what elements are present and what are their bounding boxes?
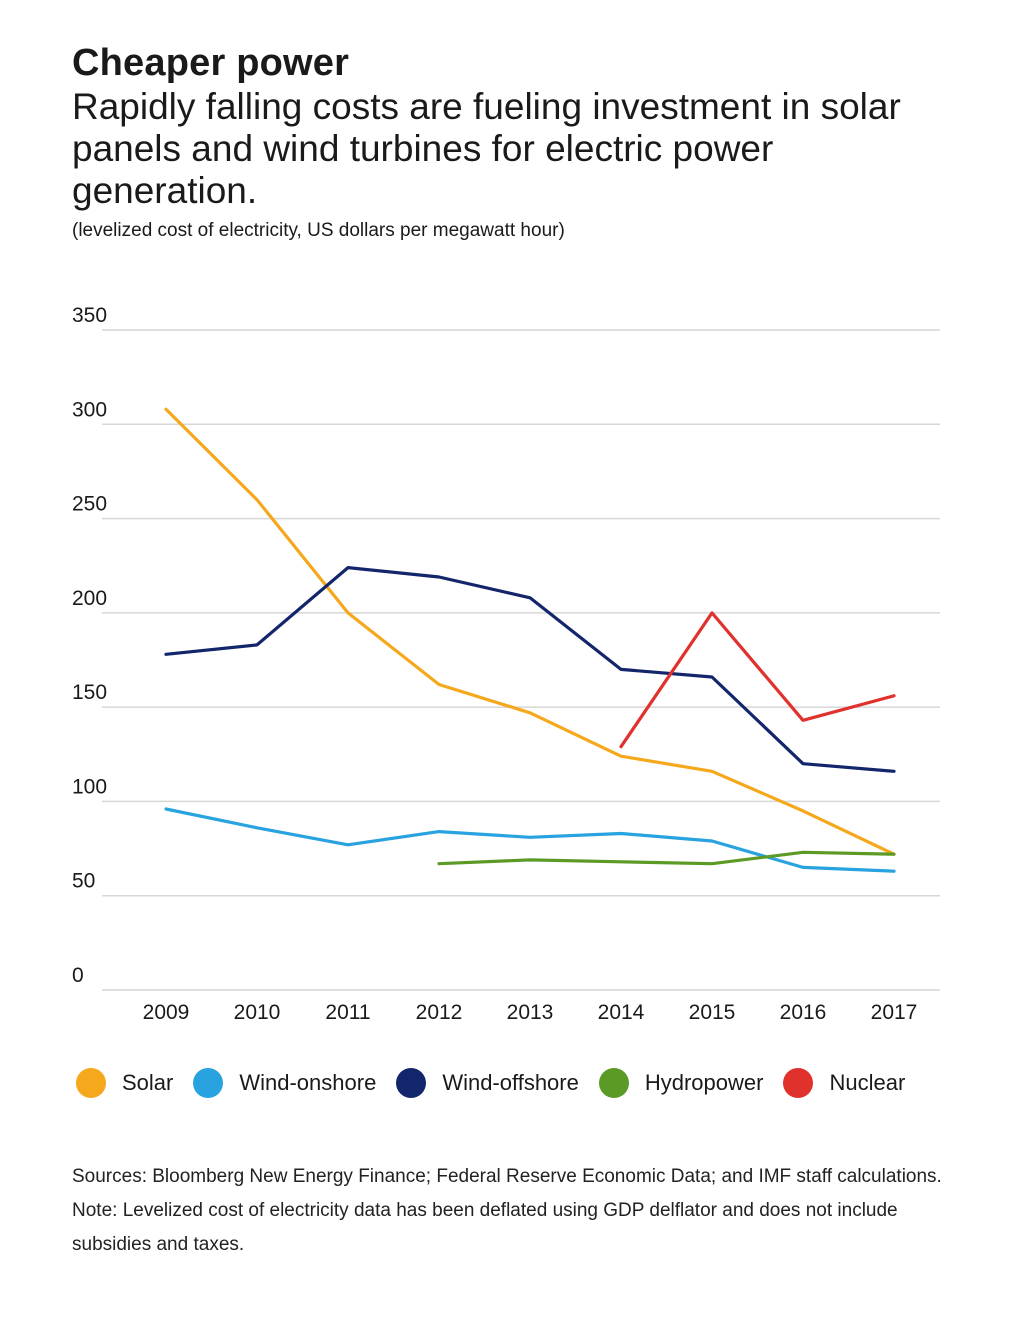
x-tick-label: 2012: [416, 1001, 463, 1024]
y-tick-label: 50: [72, 870, 95, 893]
x-tick-label: 2010: [234, 1001, 281, 1024]
footer-notes: Sources: Bloomberg New Energy Finance; F…: [72, 1160, 952, 1262]
legend-item-hydropower: Hydropower: [598, 1068, 764, 1098]
x-tick-label: 2013: [507, 1001, 554, 1024]
sources-text: Sources: Bloomberg New Energy Finance; F…: [72, 1166, 942, 1187]
legend-swatch: [193, 1068, 224, 1098]
y-tick-label: 100: [72, 775, 107, 798]
legend: Solar Wind-onshore Wind-offshore Hydropower…: [76, 1068, 925, 1098]
series-line-solar: [164, 407, 896, 856]
legend-item-solar: Solar: [76, 1068, 173, 1098]
series-line-wind-offshore: [164, 566, 896, 773]
legend-swatch: [76, 1068, 106, 1098]
legend-label: Solar: [122, 1070, 174, 1095]
x-tick-label: 2011: [325, 1001, 370, 1024]
x-tick-label: 2015: [689, 1001, 736, 1024]
legend-label: Nuclear: [829, 1070, 906, 1095]
legend-item-wind-offshore: Wind-offshore: [396, 1068, 579, 1098]
units-label: (levelized cost of electricity, US dolla…: [72, 220, 565, 241]
legend-item-wind-onshore: Wind-onshore: [193, 1068, 376, 1098]
legend-label: Wind-onshore: [239, 1070, 377, 1095]
x-tick-label: 2014: [598, 1001, 645, 1024]
chart-title: Cheaper power: [72, 42, 350, 84]
legend-swatch: [783, 1068, 814, 1098]
note-text: Note: Levelized cost of electricity data…: [72, 1200, 898, 1255]
x-tick-label: 2016: [780, 1001, 827, 1024]
series-line-hydropower: [437, 850, 896, 866]
legend-item-nuclear: Nuclear: [783, 1068, 905, 1098]
series-lines: [164, 407, 896, 873]
series-line-nuclear: [619, 611, 896, 749]
legend-label: Hydropower: [644, 1070, 764, 1095]
series-line-wind-onshore: [164, 807, 896, 873]
x-tick-label: 2009: [143, 1001, 190, 1024]
chart-subtitle: Rapidly falling costs are fueling invest…: [72, 86, 901, 211]
y-tick-label: 0: [72, 964, 84, 987]
legend-swatch: [598, 1068, 629, 1098]
grid-layer: [102, 329, 940, 991]
legend-label: Wind-offshore: [442, 1070, 579, 1095]
y-tick-label: 250: [72, 493, 107, 516]
y-axis-ticks: 0 50 100 150 200 250 300 350: [72, 304, 107, 987]
y-tick-label: 300: [72, 398, 107, 421]
y-tick-label: 350: [72, 304, 107, 327]
x-axis-ticks: 2009 2010 2011 2012 2013 2014 2015 2016 2017: [143, 1001, 918, 1024]
y-tick-label: 150: [72, 681, 107, 704]
x-tick-label: 2017: [871, 1001, 918, 1024]
legend-swatch: [396, 1068, 427, 1098]
y-tick-label: 200: [72, 587, 107, 610]
